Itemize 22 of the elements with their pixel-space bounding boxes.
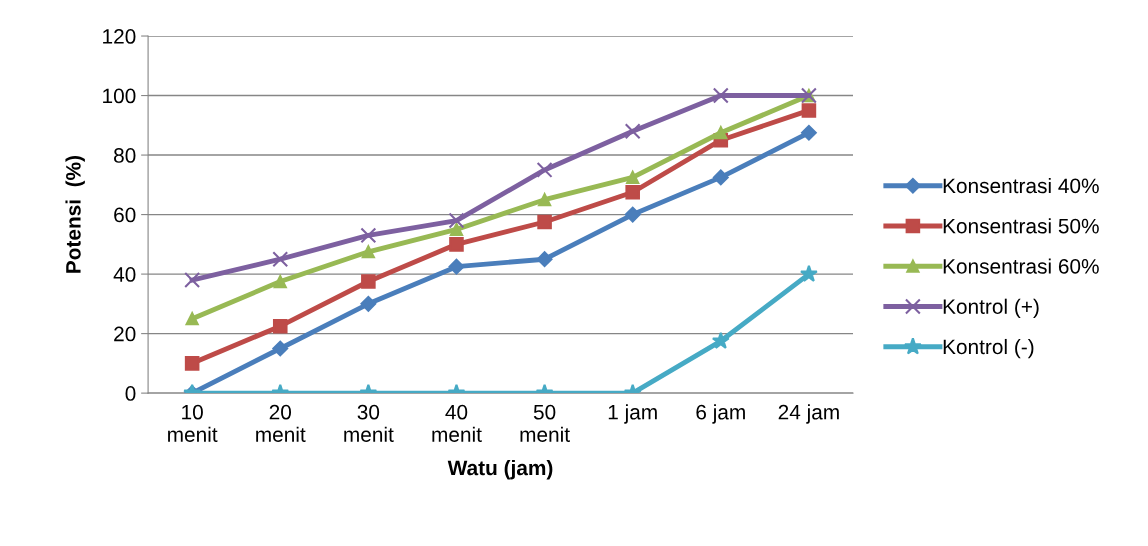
x-axis-title: Watu (jam) xyxy=(447,459,553,480)
y-tick-label: 60 xyxy=(114,207,136,223)
y-tick-label: 40 xyxy=(113,267,136,282)
y-tick-label: 0 xyxy=(125,386,136,401)
legend-label: Kontrol (-) xyxy=(943,338,1034,359)
legend-label: Konsentrasi 60% xyxy=(943,258,1099,274)
legend-label: Kontrol (+) xyxy=(943,298,1039,319)
y-tick-label: 120 xyxy=(103,29,136,44)
x-tick-label: 50 menit xyxy=(520,404,570,442)
y-tick-label: 100 xyxy=(103,88,136,104)
x-tick-label: 24 jam xyxy=(778,404,839,424)
x-tick-label: 20 menit xyxy=(256,404,306,442)
legend-label: Konsentrasi 50% xyxy=(943,218,1099,234)
x-tick-label: 1 jam xyxy=(608,404,657,424)
y-tick-label: 80 xyxy=(114,148,136,163)
x-tick-label: 6 jam xyxy=(696,404,745,424)
y-axis-title: Potensi (%) xyxy=(65,156,85,273)
y-tick-label: 20 xyxy=(114,326,136,342)
x-tick-label: 40 menit xyxy=(432,404,482,442)
x-tick-label: 30 menit xyxy=(344,404,394,442)
legend-label: Konsentrasi 40% xyxy=(943,177,1099,194)
x-tick-label: 10 menit xyxy=(168,404,218,442)
